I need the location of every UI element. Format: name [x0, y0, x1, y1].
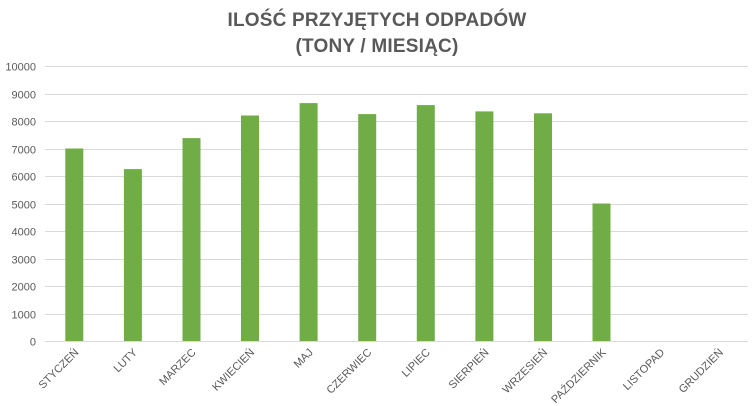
y-tick-label: 7000 [12, 145, 36, 157]
bar-7 [475, 111, 494, 342]
bar-8 [534, 113, 552, 341]
y-tick-label: 10000 [5, 62, 36, 74]
chart-title: ILOŚĆ PRZYJĘTYCH ODPADÓW [227, 10, 527, 31]
x-tick-label: SIERPIEŃ [446, 346, 492, 392]
bar-2 [182, 138, 201, 341]
bar-0 [65, 148, 84, 341]
bar-5 [358, 114, 377, 341]
bar-9 [592, 203, 611, 341]
x-tick-label: CZERWIEC [325, 347, 375, 397]
bar-1 [123, 169, 142, 341]
x-tick-label: MARZEC [157, 347, 198, 388]
y-tick-label: 6000 [12, 172, 36, 184]
x-tick-label: PAŹDZIERNIK [549, 345, 610, 406]
y-tick-label: 3000 [12, 255, 36, 267]
y-tick-label: 9000 [12, 90, 36, 102]
x-tick-label: STYCZEŃ [36, 346, 82, 392]
bar-3 [241, 115, 259, 341]
y-tick-label: 0 [30, 337, 36, 349]
y-tick-label: 8000 [12, 117, 36, 129]
x-tick-label: KWIECIEŃ [209, 346, 257, 394]
x-tick-label: WRZESIEŃ [500, 346, 550, 396]
bar-6 [416, 105, 435, 341]
y-tick-label: 5000 [12, 200, 36, 212]
x-tick-label: LISTOPAD [621, 347, 667, 393]
x-tick-label: MAJ [292, 347, 316, 371]
x-tick-label: LIPIEC [400, 347, 433, 380]
y-tick-label: 4000 [12, 227, 36, 239]
x-tick-label: LUTY [112, 346, 141, 375]
y-tick-label: 2000 [12, 282, 36, 294]
bar-4 [299, 103, 318, 341]
chart-subtitle: (TONY / MIESIĄC) [295, 36, 459, 57]
x-tick-label: GRUDZIEŃ [676, 346, 726, 396]
y-tick-label: 1000 [12, 310, 36, 322]
